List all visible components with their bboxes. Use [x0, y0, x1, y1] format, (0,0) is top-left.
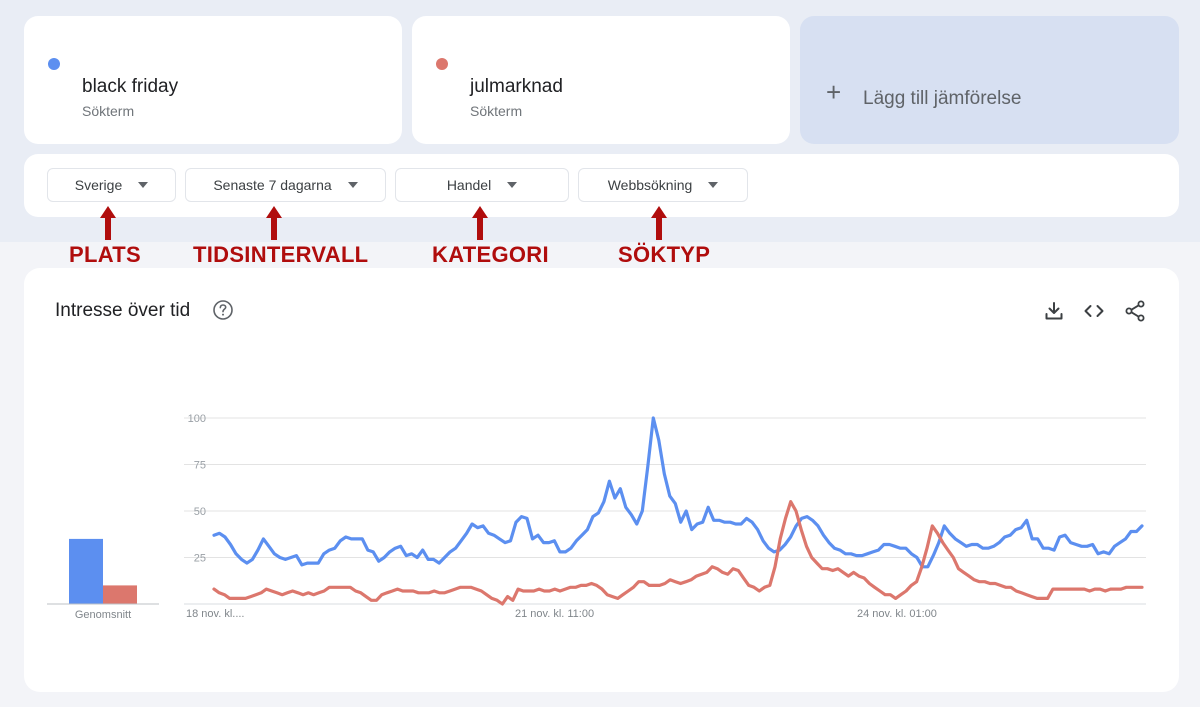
help-icon[interactable]	[212, 299, 234, 321]
search-type-value: Webbsökning	[607, 177, 693, 193]
term-card-black-friday[interactable]: black friday Sökterm	[24, 16, 402, 144]
interest-over-time-card: Intresse över tid	[24, 268, 1179, 692]
chevron-down-icon	[138, 182, 149, 188]
location-dropdown[interactable]: Sverige	[47, 168, 176, 202]
chevron-down-icon	[347, 182, 358, 188]
series-color-dot	[436, 58, 448, 70]
term-name: black friday	[82, 76, 179, 97]
category-value: Handel	[446, 177, 492, 193]
term-name: julmarknad	[470, 76, 563, 97]
add-comparison-button[interactable]: + Lägg till jämförelse	[800, 16, 1179, 144]
share-icon[interactable]	[1123, 299, 1147, 323]
filter-bar: Sverige Senaste 7 dagarna Handel Webbsök…	[24, 154, 1179, 217]
chevron-down-icon	[507, 182, 518, 188]
term-type: Sökterm	[470, 103, 523, 119]
annotation-time-range: TIDSINTERVALL	[193, 242, 369, 267]
plus-icon: +	[826, 77, 842, 107]
chart-title: Intresse över tid	[55, 300, 191, 321]
series-color-dot	[48, 58, 60, 70]
arrow-up-icon	[266, 206, 282, 240]
time-range-value: Senaste 7 dagarna	[213, 177, 332, 193]
arrow-up-icon	[100, 206, 116, 240]
annotation-category: KATEGORI	[432, 242, 549, 267]
chevron-down-icon	[708, 182, 719, 188]
arrow-up-icon	[651, 206, 667, 240]
time-range-dropdown[interactable]: Senaste 7 dagarna	[185, 168, 386, 202]
add-comparison-label: Lägg till jämförelse	[863, 88, 1022, 109]
term-card-julmarknad[interactable]: julmarknad Sökterm	[412, 16, 790, 144]
annotation-search-type: SÖKTYP	[618, 242, 711, 267]
annotation-location: PLATS	[69, 242, 141, 267]
location-value: Sverige	[74, 177, 123, 193]
arrow-up-icon	[472, 206, 488, 240]
search-type-dropdown[interactable]: Webbsökning	[578, 168, 748, 202]
download-icon[interactable]	[1042, 299, 1066, 323]
category-dropdown[interactable]: Handel	[395, 168, 569, 202]
term-type: Sökterm	[82, 103, 135, 119]
embed-code-icon[interactable]	[1082, 299, 1106, 323]
